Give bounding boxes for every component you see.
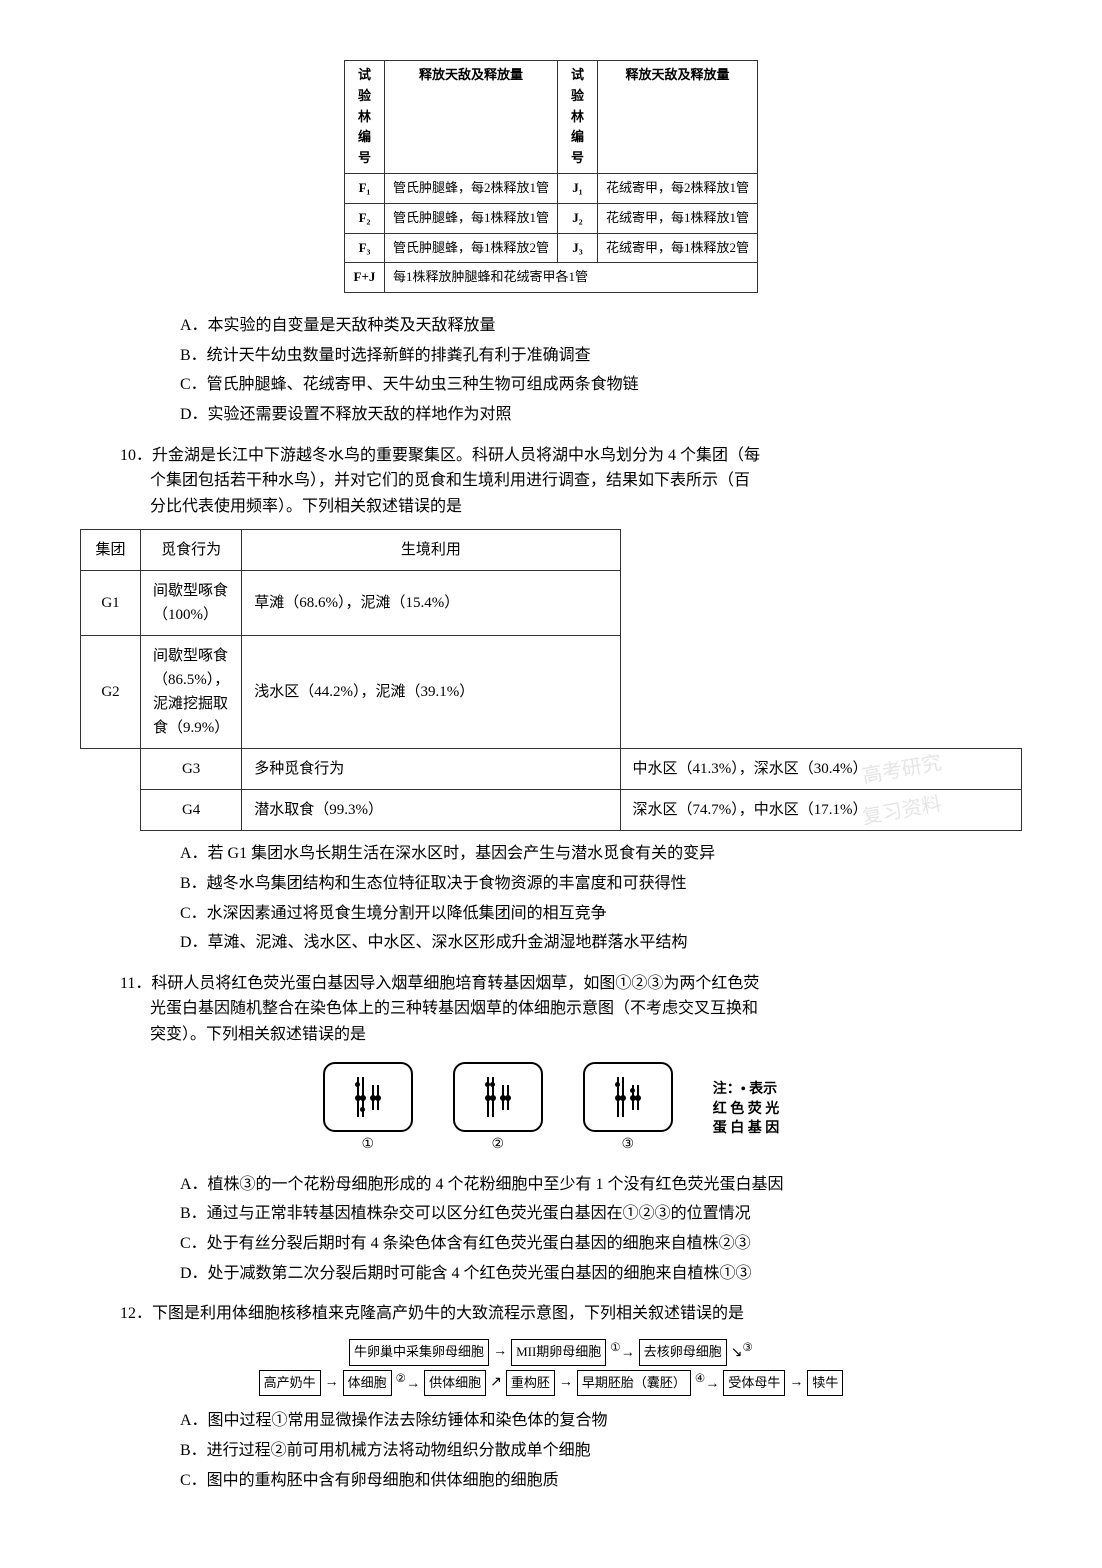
cloning-flowchart: 牛卵巢中采集卵母细胞→ MII期卵母细胞①→ 去核卵母细胞 ↘③ 高产奶牛→ 体… [80, 1337, 1022, 1399]
option-c: C．管氏肿腿蜂、花绒寄甲、天牛幼虫三种生物可组成两条食物链 [180, 372, 1022, 398]
option-d: D．处于减数第二次分裂后期时可能含 4 个红色荧光蛋白基因的细胞来自植株①③ [180, 1261, 1022, 1287]
option-a: A．植株③的一个花粉母细胞形成的 4 个花粉细胞中至少有 1 个没有红色荧光蛋白… [180, 1172, 1022, 1198]
option-b: B．统计天牛幼虫数量时选择新鲜的排粪孔有利于准确调查 [180, 343, 1022, 369]
cell-2 [453, 1062, 543, 1132]
option-a: A．本实验的自变量是天敌种类及天敌释放量 [180, 313, 1022, 339]
chromosome-diagram: ① ② ③ 注：• 表示 红 色 荧 光 蛋 白 基 因 [80, 1062, 1022, 1156]
option-d: D．实验还需要设置不释放天敌的样地作为对照 [180, 402, 1022, 428]
q10-options: A．若 G1 集团水鸟长期生活在深水区时，基因会产生与潜水觅食有关的变异 B．越… [180, 841, 1022, 955]
option-b: B．进行过程②前可用机械方法将动物组织分散成单个细胞 [180, 1438, 1022, 1464]
option-b: B．越冬水鸟集团结构和生态位特征取决于食物资源的丰富度和可获得性 [180, 871, 1022, 897]
cell-3 [583, 1062, 673, 1132]
diagram-legend: 注：• 表示 红 色 荧 光 蛋 白 基 因 [713, 1080, 780, 1139]
option-c: C．处于有丝分裂后期时有 4 条染色体含有红色荧光蛋白基因的细胞来自植株②③ [180, 1231, 1022, 1257]
q12-options: A．图中过程①常用显微操作法去除纺锤体和染色体的复合物 B．进行过程②前可用机械… [180, 1408, 1022, 1493]
q9-options: A．本实验的自变量是天敌种类及天敌释放量 B．统计天牛幼虫数量时选择新鲜的排粪孔… [180, 313, 1022, 427]
option-c: C．水深因素通过将觅食生境分割开以降低集团间的相互竞争 [180, 901, 1022, 927]
th: 试验林编号 [344, 61, 384, 174]
habitat-table: 集团 觅食行为 生境利用 G1间歇型啄食（100%）草滩（68.6%），泥滩（1… [80, 529, 1022, 831]
option-b: B．通过与正常非转基因植株杂交可以区分红色荧光蛋白基因在①②③的位置情况 [180, 1201, 1022, 1227]
option-c: C．图中的重构胚中含有卵母细胞和供体细胞的细胞质 [180, 1468, 1022, 1494]
option-a: A．若 G1 集团水鸟长期生活在深水区时，基因会产生与潜水觅食有关的变异 [180, 841, 1022, 867]
question-11: 11．科研人员将红色荧光蛋白基因导入烟草细胞培育转基因烟草，如图①②③为两个红色… [120, 971, 962, 1048]
q11-options: A．植株③的一个花粉母细胞形成的 4 个花粉细胞中至少有 1 个没有红色荧光蛋白… [180, 1172, 1022, 1286]
th: 释放天敌及释放量 [598, 61, 758, 174]
cell-1 [323, 1062, 413, 1132]
th: 试验林编号 [558, 61, 598, 174]
experiment-table: 试验林编号 释放天敌及释放量 试验林编号 释放天敌及释放量 F₁管氏肿腿蜂，每2… [344, 60, 758, 293]
th: 释放天敌及释放量 [384, 61, 557, 174]
question-12: 12．下图是利用体细胞核移植来克隆高产奶牛的大致流程示意图，下列相关叙述错误的是 [120, 1301, 962, 1327]
question-10: 10．升金湖是长江中下游越冬水鸟的重要聚集区。科研人员将湖中水鸟划分为 4 个集… [120, 443, 962, 520]
option-a: A．图中过程①常用显微操作法去除纺锤体和染色体的复合物 [180, 1408, 1022, 1434]
option-d: D．草滩、泥滩、浅水区、中水区、深水区形成升金湖湿地群落水平结构 [180, 930, 1022, 956]
